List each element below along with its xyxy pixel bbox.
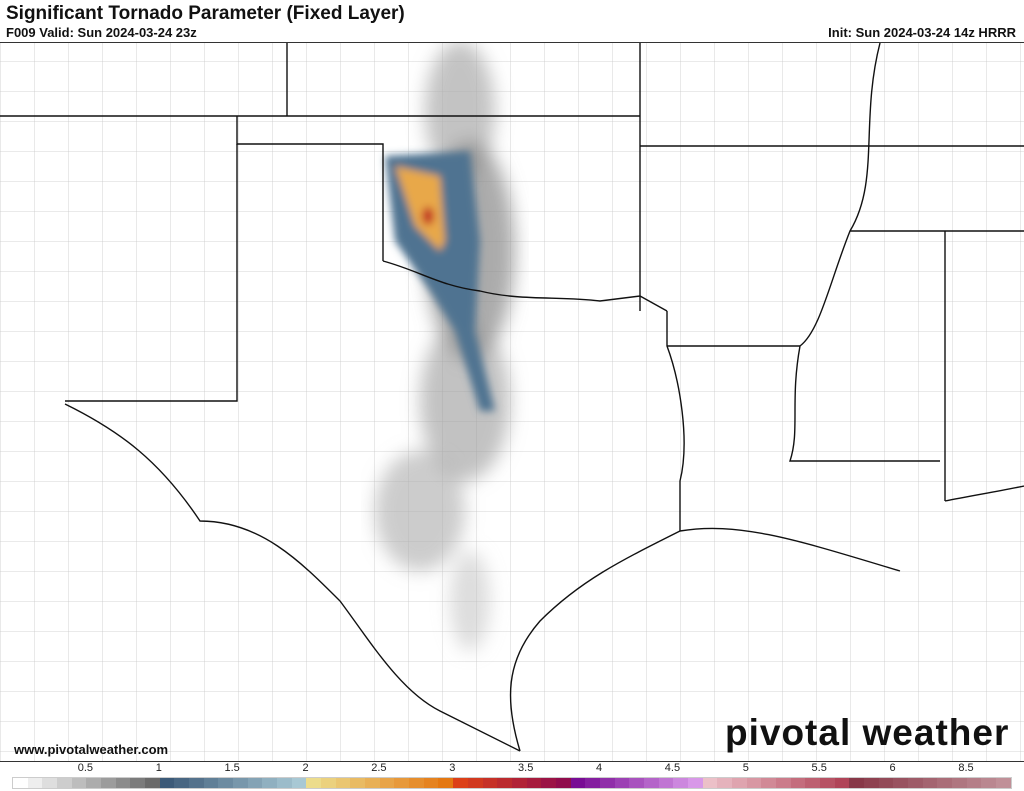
colorbar (12, 777, 1012, 789)
colorbar-cell (570, 778, 586, 788)
colorbar-cell (71, 778, 87, 788)
colorbar-cell (115, 778, 131, 788)
colorbar-cell (526, 778, 542, 788)
site-url[interactable]: www.pivotalweather.com (14, 742, 169, 757)
colorbar-cell (497, 778, 512, 788)
colorbar-cell (966, 778, 982, 788)
colorbar-cell (101, 778, 116, 788)
colorbar-cell (731, 778, 747, 788)
colorbar-cell (453, 778, 468, 788)
colorbar-tick-label: 0.5 (77, 762, 94, 774)
colorbar-cell (893, 778, 908, 788)
colorbar-cell (423, 778, 439, 788)
colorbar-cell (379, 778, 395, 788)
colorbar-cell (643, 778, 659, 788)
colorbar-tick-label: 8.5 (958, 762, 974, 774)
colorbar-cell (805, 778, 820, 788)
colorbar-cell (658, 778, 674, 788)
colorbar-cell (702, 778, 718, 788)
colorbar-tick-label: 2.5 (371, 762, 387, 774)
county-lines (0, 43, 1024, 761)
colorbar-cell (13, 778, 28, 788)
colorbar-tick-label: 3.5 (518, 762, 534, 774)
colorbar-cell (262, 778, 278, 788)
colorbar-cell (189, 778, 204, 788)
colorbar-tick-label: 4 (595, 762, 603, 774)
colorbar-cell (878, 778, 894, 788)
colorbar-cell (467, 778, 483, 788)
colorbar-cell (863, 778, 879, 788)
colorbar-cell (27, 778, 43, 788)
state-borders (0, 42, 1024, 752)
colorbar-cell (174, 778, 190, 788)
valid-time: F009 Valid: Sun 2024-03-24 23z (6, 25, 197, 40)
colorbar-cell (277, 778, 292, 788)
colorbar-cell (775, 778, 791, 788)
colorbar-tick-label: 6 (889, 762, 896, 774)
colorbar-tick-label: 5.5 (811, 762, 827, 774)
colorbar-cell (629, 778, 644, 788)
colorbar-cell (541, 778, 556, 788)
colorbar-cell (673, 778, 688, 788)
colorbar-cell (86, 778, 102, 788)
colorbar-cell (952, 778, 967, 788)
weather-map[interactable] (0, 41, 1024, 762)
colorbar-cell (907, 778, 923, 788)
colorbar-cell (687, 778, 703, 788)
colorbar-tick-label: 4.5 (664, 762, 681, 774)
colorbar-cell (335, 778, 351, 788)
colorbar-cell (291, 778, 307, 788)
pivotal-weather-logo: pivotal weather (725, 712, 1010, 753)
colorbar-cell (746, 778, 762, 788)
colorbar-cell (365, 778, 380, 788)
colorbar-cell (233, 778, 248, 788)
colorbar-cell (981, 778, 997, 788)
colorbar-cell (511, 778, 527, 788)
colorbar-tick-label: 5 (742, 762, 749, 774)
colorbar-cell (834, 778, 850, 788)
colorbar-cell (247, 778, 263, 788)
colorbar-tick-label: 1.5 (224, 762, 240, 774)
colorbar-cell (145, 778, 160, 788)
colorbar-cell (409, 778, 424, 788)
colorbar-cell (922, 778, 938, 788)
colorbar-cell (130, 778, 146, 788)
colorbar-cell (614, 778, 630, 788)
colorbar-cell (819, 778, 835, 788)
colorbar-cell (585, 778, 600, 788)
colorbar-tick-label: 2 (302, 762, 309, 774)
colorbar-cell (42, 778, 58, 788)
colorbar-cell (937, 778, 952, 788)
colorbar-cell (790, 778, 806, 788)
colorbar-cell (761, 778, 776, 788)
colorbar-cell (203, 778, 219, 788)
colorbar-cell (218, 778, 234, 788)
map-title: Significant Tornado Parameter (Fixed Lay… (6, 3, 405, 24)
colorbar-cell (350, 778, 366, 788)
colorbar-cell (599, 778, 615, 788)
colorbar-cell (849, 778, 864, 788)
colorbar-cell (996, 778, 1011, 788)
colorbar-cell (159, 778, 175, 788)
colorbar-cell (394, 778, 410, 788)
colorbar-cell (321, 778, 336, 788)
colorbar-cell (306, 778, 322, 788)
colorbar-cell (438, 778, 454, 788)
colorbar-cell (717, 778, 732, 788)
init-time: Init: Sun 2024-03-24 14z HRRR (828, 25, 1016, 40)
colorbar-tick-label: 3 (449, 762, 456, 774)
colorbar-tick-label: 1 (155, 762, 162, 774)
colorbar-cell (555, 778, 571, 788)
colorbar-cell (482, 778, 498, 788)
colorbar-cell (57, 778, 72, 788)
